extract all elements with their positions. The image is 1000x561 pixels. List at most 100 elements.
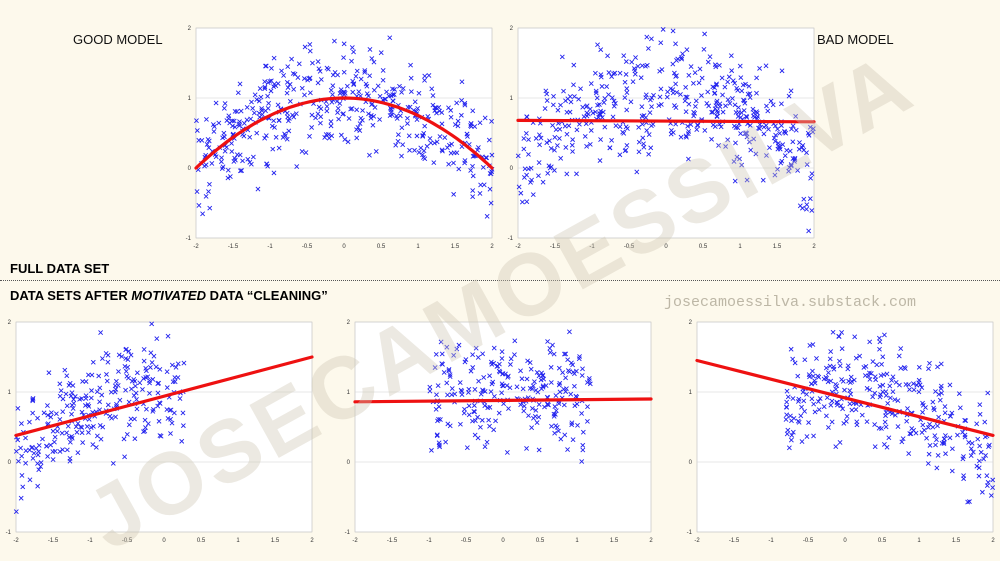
data-point: [936, 414, 942, 420]
data-point: [795, 168, 801, 173]
data-point: [990, 477, 996, 483]
data-point: [97, 385, 103, 391]
data-point: [635, 63, 641, 69]
data-point: [470, 108, 476, 114]
data-point: [570, 149, 575, 154]
data-point: [974, 421, 980, 427]
data-point: [617, 152, 623, 158]
data-point: [30, 397, 36, 403]
data-point: [943, 433, 948, 438]
data-point: [358, 115, 364, 121]
data-point: [521, 403, 527, 409]
data-point: [542, 404, 547, 410]
data-point: [717, 104, 723, 109]
data-point: [131, 377, 137, 382]
data-point: [841, 420, 847, 426]
data-point: [248, 116, 254, 122]
data-point: [683, 84, 689, 90]
data-point: [503, 371, 508, 377]
data-point: [133, 390, 139, 396]
data-point: [670, 28, 676, 34]
data-point: [491, 393, 497, 399]
data-point: [295, 75, 301, 80]
data-point: [287, 98, 293, 104]
data-point: [576, 96, 582, 102]
data-point: [272, 124, 277, 130]
data-point: [113, 414, 118, 420]
data-point: [30, 455, 36, 461]
data-point: [177, 396, 183, 401]
data-point: [563, 375, 568, 381]
data-point: [670, 61, 676, 67]
data-point: [325, 66, 331, 72]
data-point: [489, 152, 495, 158]
data-point: [479, 417, 485, 423]
data-point: [194, 128, 200, 133]
data-point: [807, 374, 812, 380]
data-point: [485, 405, 491, 411]
data-point: [362, 68, 368, 73]
data-point: [229, 140, 234, 146]
data-point: [623, 147, 629, 153]
data-point: [887, 383, 893, 389]
data-point: [436, 105, 442, 110]
data-point: [440, 148, 445, 154]
data-point: [674, 73, 679, 79]
chart-clean-down: -1 0 1 2 -2 -1.5 -1 -0.5 0 0.5 1 1.5 2: [687, 320, 996, 544]
data-point: [780, 142, 786, 148]
data-point: [96, 373, 102, 379]
data-point: [332, 38, 337, 44]
data-point: [714, 113, 720, 119]
data-point: [719, 75, 725, 81]
data-point: [519, 199, 525, 205]
data-point: [872, 390, 878, 396]
data-point: [354, 107, 360, 113]
x-tick-label: 2: [991, 538, 995, 544]
data-point: [232, 124, 238, 130]
data-point: [732, 102, 738, 108]
y-tick-label: -1: [508, 236, 514, 242]
data-point: [427, 388, 433, 394]
data-point: [783, 417, 789, 422]
data-point: [318, 106, 324, 112]
data-point: [375, 83, 381, 89]
data-point: [810, 368, 815, 374]
fit-line: [695, 358, 995, 437]
data-point: [747, 139, 752, 145]
data-point: [420, 133, 426, 139]
x-tick-label: 1: [416, 244, 420, 250]
data-point: [867, 339, 873, 345]
data-point: [54, 428, 60, 434]
data-point: [232, 155, 238, 161]
data-point: [442, 135, 448, 140]
data-point: [524, 172, 530, 178]
data-point: [434, 110, 439, 116]
data-point: [458, 112, 464, 118]
data-point: [420, 152, 425, 158]
data-point: [222, 101, 228, 106]
data-point: [23, 460, 29, 466]
data-point: [194, 118, 199, 124]
data-point: [885, 400, 891, 406]
data-point: [57, 416, 63, 422]
data-point: [930, 399, 936, 405]
data-point: [175, 361, 181, 367]
data-point: [57, 381, 63, 387]
data-point: [99, 392, 105, 398]
data-point: [72, 394, 78, 399]
data-point: [444, 380, 450, 386]
data-point: [406, 133, 412, 139]
data-point: [35, 461, 40, 466]
data-point: [526, 413, 531, 419]
data-point: [99, 356, 105, 361]
data-point: [823, 365, 829, 371]
data-point: [165, 333, 171, 339]
data-point: [443, 439, 449, 445]
data-point: [547, 138, 552, 144]
data-point: [524, 376, 530, 382]
data-point: [227, 174, 233, 179]
data-point: [307, 42, 313, 47]
data-point: [222, 148, 228, 154]
data-point: [985, 390, 991, 396]
data-point: [279, 68, 284, 74]
